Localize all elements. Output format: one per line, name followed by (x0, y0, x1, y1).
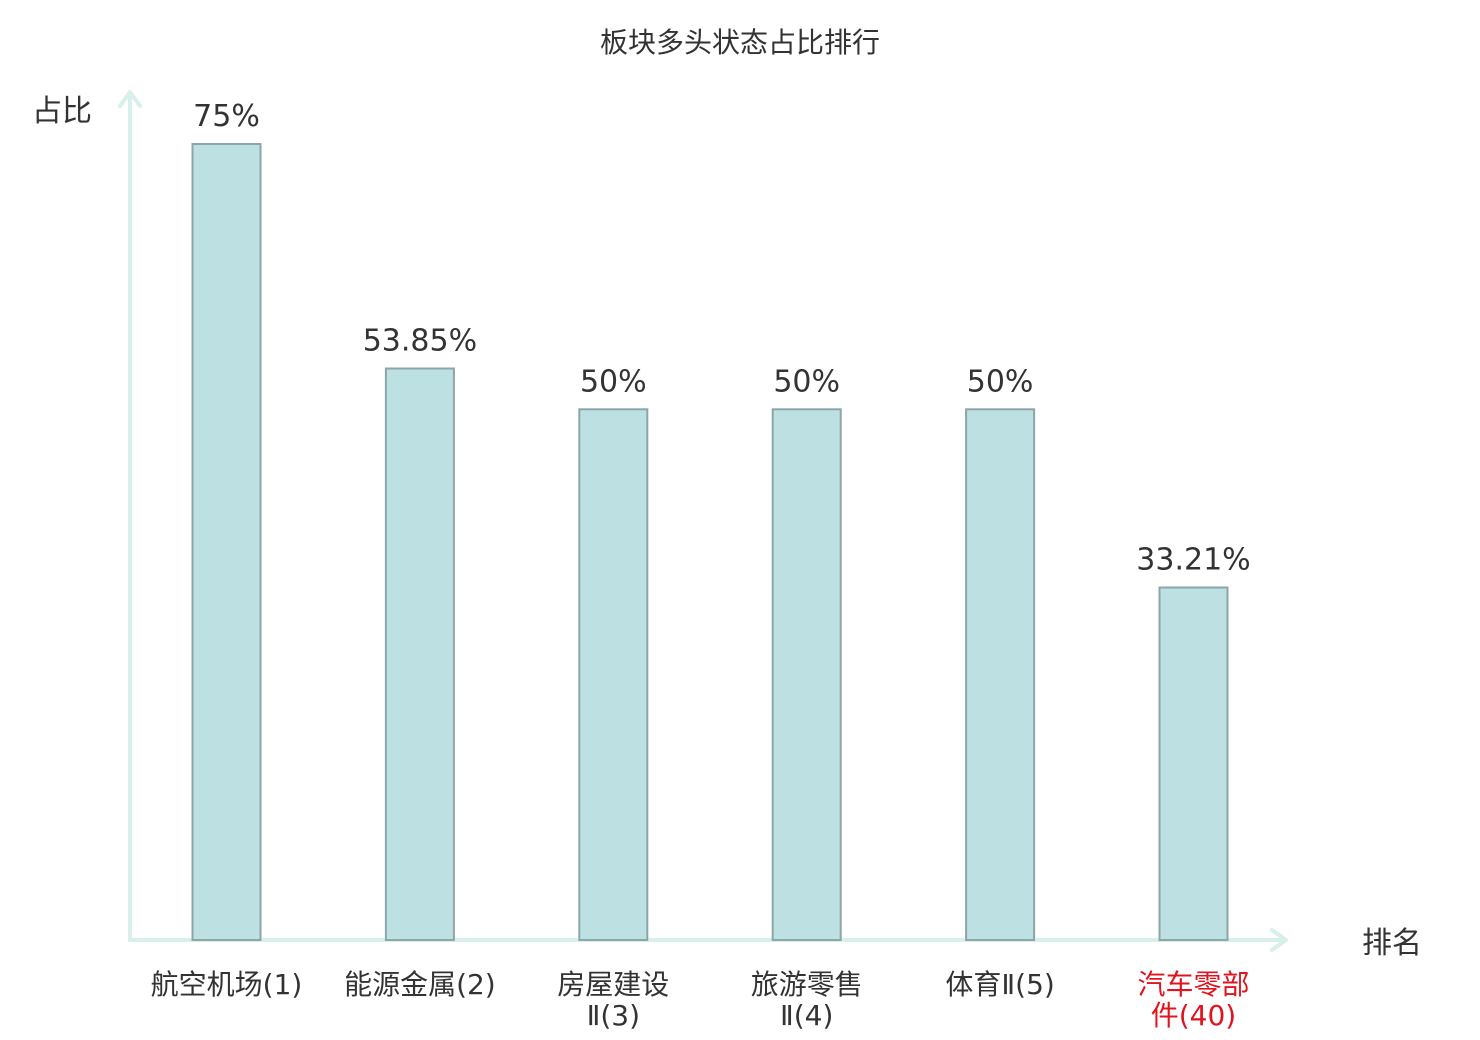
bar-value-label: 75% (193, 99, 260, 134)
x-axis-label: 排名 (1362, 926, 1422, 961)
y-axis-label: 占比 (32, 94, 92, 129)
x-axis-arrow-icon (1270, 928, 1288, 952)
bar (1158, 586, 1229, 941)
bar (191, 143, 262, 941)
x-tick-label: 体育Ⅱ(5) (945, 968, 1054, 1001)
x-tick-label: 能源金属(2) (344, 968, 496, 1001)
bar (965, 408, 1036, 941)
x-tick-label: Ⅱ(4) (780, 999, 833, 1032)
x-tick-label: Ⅱ(3) (587, 999, 640, 1032)
bar-value-label: 50% (967, 364, 1034, 399)
x-tick-label: 汽车零部 (1137, 968, 1249, 1001)
bar (578, 408, 649, 941)
axes (118, 90, 1288, 952)
x-tick-label: 航空机场(1) (151, 968, 303, 1001)
bar (384, 367, 455, 941)
value-labels-group: 75% 53.85% 50% 50% 50% 33.21% (193, 99, 1251, 578)
bar-value-label: 33.21% (1136, 543, 1250, 578)
x-tick-label: 件(40) (1151, 999, 1236, 1032)
chart-title: 板块多头状态占比排行 (600, 26, 880, 59)
bar-value-label: 50% (773, 364, 840, 399)
x-tick-label: 旅游零售 (751, 968, 863, 1001)
bar-value-label: 50% (580, 364, 647, 399)
bar (771, 408, 842, 941)
bars-group (191, 143, 1229, 941)
y-axis-arrow-icon (118, 90, 142, 108)
bar-value-label: 53.85% (363, 324, 477, 359)
x-tick-label: 房屋建设 (557, 968, 669, 1001)
